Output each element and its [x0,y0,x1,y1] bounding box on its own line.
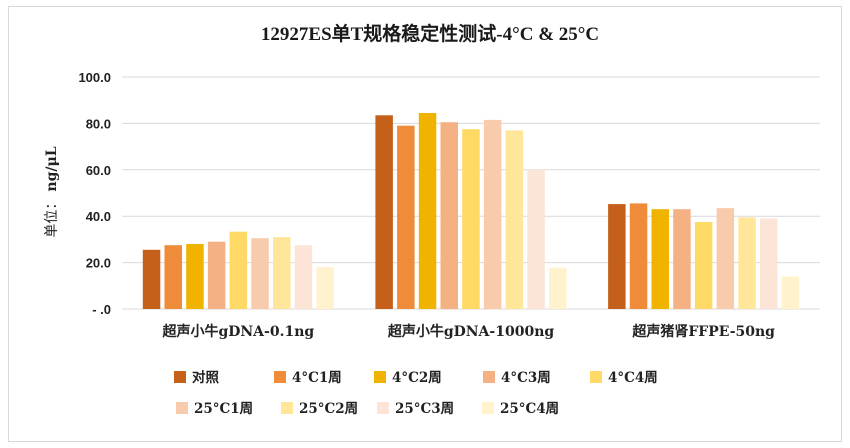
legend-label: 25°C3周 [395,401,454,417]
bar [207,241,226,309]
legend-label: 对照 [192,369,219,386]
legend-label: 4°C2周 [392,370,442,386]
bar [375,115,393,309]
y-axis-ticks: - .0 20.0 40.0 60.0 80.0 100.0 [78,70,111,317]
y-axis-label-prefix: 单位： [44,196,60,238]
legend-swatch [174,371,186,383]
bar [673,209,691,309]
legend-label: 25°C4周 [500,401,559,417]
bar [760,218,778,309]
legend-swatch [483,371,495,383]
legend-swatch [374,371,386,383]
x-category-label: 超声小牛gDNA-1000ng [387,323,555,340]
legend-swatch [274,371,286,383]
y-tick-label: 80.0 [86,116,111,131]
x-axis-categories: 超声小牛gDNA-0.1ng 超声小牛gDNA-1000ng 超声猪肾FFPE-50… [161,323,775,340]
y-tick-label: - .0 [92,302,111,317]
bar [549,267,567,309]
legend-swatch [281,402,293,414]
y-tick-label: 60.0 [86,163,111,178]
legend-label: 4°C4周 [608,370,658,386]
bar [781,276,800,309]
bars [142,113,800,310]
legend-label: 25°C2周 [299,401,358,417]
legend-swatch [482,402,494,414]
legend-label: 4°C1周 [292,370,342,386]
chart-title: 12927ES单T规格稳定性测试-4°C & 25°C [261,22,599,45]
legend-label: 25°C1周 [194,401,253,417]
x-category-label: 超声小牛gDNA-0.1ng [161,323,314,340]
bar [186,244,204,309]
bar [418,113,437,309]
legend-label: 4°C3周 [501,370,551,386]
bar [229,231,248,309]
bar [397,125,415,309]
bar [294,245,313,309]
bar [483,119,502,310]
y-axis-label: 单位： ng/μL [44,146,60,237]
y-tick-label: 20.0 [86,256,111,271]
bar [251,238,269,309]
bar [651,209,669,309]
bar [527,169,545,309]
legend-swatch [176,402,188,414]
bar [608,204,626,309]
bar [694,222,713,309]
bar [462,129,480,309]
bar [738,217,756,309]
y-axis-label-unit: ng/μL [44,146,60,191]
bar [316,267,334,309]
x-category-label: 超声猪肾FFPE-50ng [631,323,775,340]
bar [716,208,735,309]
y-tick-label: 100.0 [78,70,111,85]
bar [164,245,182,309]
legend-swatch [377,402,389,414]
bar [629,203,648,309]
bar [142,249,161,309]
bar [440,122,458,309]
y-tick-label: 40.0 [86,209,111,224]
bar [505,130,524,309]
legend: 对照 4°C1周 4°C2周 4°C3周 4°C4周 25°C1周 25°C2周 25°C3周… [174,369,658,417]
legend-swatch [590,371,602,383]
bar [273,237,291,309]
